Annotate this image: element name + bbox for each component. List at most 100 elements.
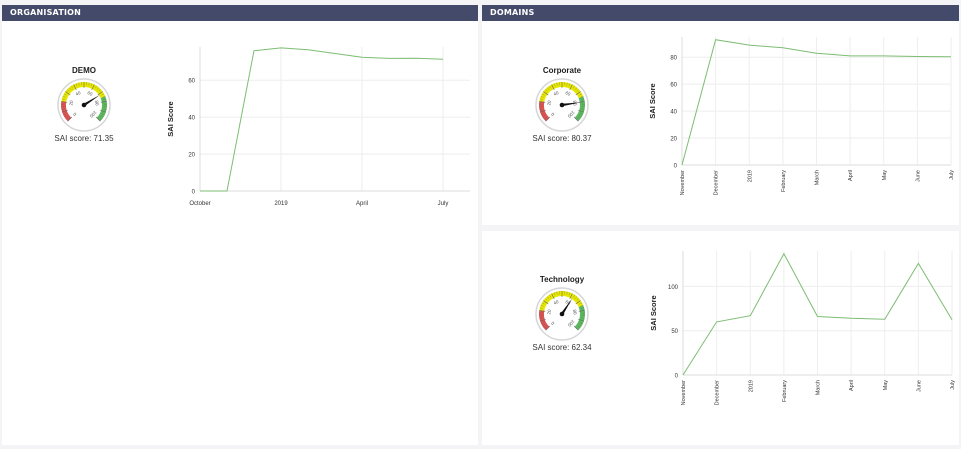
gauge-tick	[546, 87, 550, 90]
x-tick-label: February	[782, 380, 788, 402]
gauge-tick	[67, 89, 70, 92]
gauge-tick	[541, 322, 544, 324]
gauge-scale-label: 60	[87, 90, 94, 97]
gauge-tick	[103, 98, 107, 100]
gauge-band-green	[96, 96, 107, 122]
x-tick-label: April	[356, 201, 368, 207]
gauge-band-green	[574, 96, 585, 122]
gauge-tick	[578, 115, 582, 118]
corporate-sai-score-label: SAI score: 80.37	[532, 134, 592, 143]
y-tick-label: 60	[670, 83, 677, 89]
gauge-scale-label: 80	[94, 100, 100, 106]
x-tick-label: March	[815, 170, 821, 185]
data-point	[388, 58, 390, 60]
domains-panel-corporate: DOMAINS Corporate 0 20 40 60 80 100 SAI score…	[482, 5, 959, 225]
gauge-tick	[100, 101, 107, 103]
gauge-tick	[61, 101, 68, 103]
gauge-tick	[102, 96, 106, 98]
data-point	[884, 318, 886, 320]
gauge-tick	[546, 296, 550, 299]
gauge-tick	[68, 87, 72, 90]
data-point	[253, 50, 255, 52]
gauge-tick	[575, 300, 581, 305]
x-tick-label: 2019	[747, 170, 753, 182]
y-tick-label: 0	[675, 374, 679, 380]
gauge-tick	[101, 93, 105, 96]
gauge-tick	[580, 322, 583, 324]
gauge-tick	[540, 305, 544, 307]
gauge-tick	[100, 115, 104, 118]
gauge-tick	[67, 116, 73, 122]
gauge-tick	[75, 83, 78, 87]
gauge-tick	[543, 117, 547, 120]
gauge-tick	[551, 293, 555, 299]
gauge-tick	[96, 87, 100, 90]
demo-gauge-title: DEMO	[72, 66, 96, 75]
gauge-tick	[566, 291, 568, 295]
gauge-tick	[579, 302, 583, 305]
gauge-tick	[94, 85, 97, 89]
gauge-scale-label: 60	[565, 299, 572, 306]
data-point	[334, 53, 336, 55]
gauge-tick	[61, 98, 65, 100]
y-axis-title: SAI Score	[649, 295, 658, 330]
gauge-band-green	[574, 305, 585, 331]
gauge-needle	[561, 102, 581, 107]
gauge-tick	[574, 87, 578, 90]
gauge-band-red	[539, 101, 550, 122]
x-tick-label: 2019	[748, 380, 754, 392]
gauge-tick	[556, 291, 558, 295]
gauge-needle-hub	[559, 102, 565, 108]
y-axis-title: SAI Score	[166, 101, 175, 136]
gauge-scale-label: 60	[565, 90, 572, 97]
data-point	[716, 321, 718, 323]
gauge-tick	[542, 324, 546, 327]
technology-gauge-title: Technology	[539, 275, 585, 284]
data-point	[816, 52, 818, 54]
technology-sai-chart: 0 50 100 November December 2019 February March A…	[649, 251, 956, 406]
gauge-band-yellow	[539, 81, 584, 103]
x-tick-label: November	[680, 170, 686, 196]
gauge-scale-label: 20	[546, 100, 552, 106]
gauge-tick	[542, 115, 546, 118]
x-tick-label: July	[949, 170, 955, 180]
gauge-tick	[65, 91, 71, 96]
series-line	[681, 39, 952, 166]
gauge-scale-label: 0	[550, 111, 556, 117]
series-line	[200, 47, 444, 192]
gauge-tick	[61, 108, 65, 110]
gauge-needle	[560, 298, 573, 315]
gauge-tick	[580, 96, 584, 98]
data-point	[850, 318, 852, 320]
gauge-tick	[574, 296, 578, 299]
gauge-scale-label: 0	[72, 111, 78, 117]
x-tick-label: February	[781, 170, 787, 192]
gauge-scale-label: 20	[68, 100, 74, 106]
gauge-tick	[579, 93, 583, 96]
x-tick-label: 2019	[274, 201, 288, 207]
gauge-scale-label: 100	[566, 319, 575, 328]
gauge-tick	[581, 317, 585, 319]
gauge-tick	[65, 117, 69, 120]
gauge-tick	[100, 109, 106, 113]
x-tick-label: December	[714, 170, 720, 196]
gauge-tick	[569, 84, 573, 90]
gauge-needle-hub	[81, 102, 87, 108]
organisation-sai-chart: 0 20 40 60 October 2019 April July SAI Score	[166, 47, 470, 207]
x-tick-label: November	[681, 380, 687, 406]
data-point	[715, 39, 717, 41]
data-point	[415, 57, 417, 59]
data-point	[849, 55, 851, 57]
gauge-tick	[540, 109, 546, 113]
gauge-tick	[573, 325, 579, 331]
data-point	[307, 49, 309, 51]
gauge-tick	[78, 82, 80, 86]
data-point	[361, 56, 363, 58]
gauge-scale-label: 40	[553, 90, 560, 97]
corporate-sai-chart: 0 20 40 60 80 November December 2019 February Mar…	[648, 37, 955, 196]
technology-sai-score-label: SAI score: 62.34	[532, 343, 592, 352]
gauge-scale-label: 80	[572, 309, 578, 315]
gauge-tick	[566, 82, 568, 86]
gauge-tick	[63, 93, 67, 96]
